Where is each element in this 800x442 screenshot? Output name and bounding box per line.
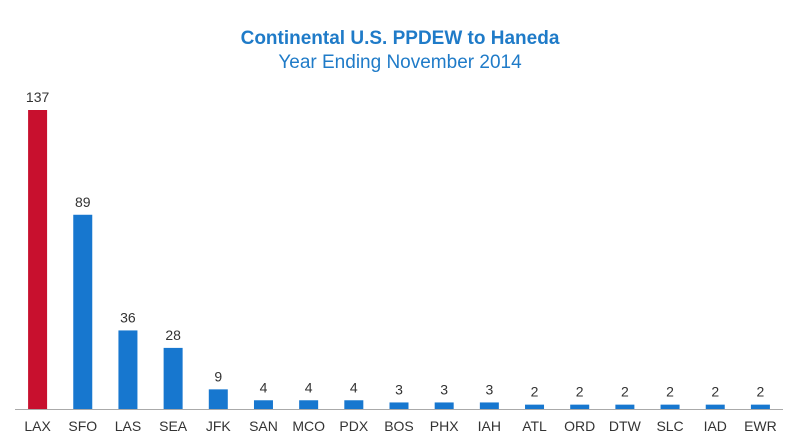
- data-label-dtw: 2: [621, 384, 629, 400]
- bar-iah: [479, 402, 499, 409]
- data-label-jfk: 9: [214, 368, 222, 384]
- data-label-ord: 2: [576, 384, 584, 400]
- bar-iad: [705, 404, 725, 409]
- tick-label-jfk: JFK: [206, 418, 232, 434]
- bar-atl: [525, 404, 545, 409]
- data-label-atl: 2: [531, 384, 539, 400]
- bar-jfk: [208, 389, 228, 409]
- bar-sea: [163, 347, 183, 409]
- tick-label-sea: SEA: [159, 418, 188, 434]
- bar-san: [253, 400, 273, 409]
- tick-label-lax: LAX: [24, 418, 51, 434]
- data-label-ewr: 2: [757, 384, 765, 400]
- data-label-slc: 2: [666, 384, 674, 400]
- tick-label-san: SAN: [249, 418, 278, 434]
- bar-dtw: [615, 404, 635, 409]
- bar-sfo: [73, 214, 93, 409]
- bar-ord: [570, 404, 590, 409]
- bar-ewr: [750, 404, 770, 409]
- tick-label-phx: PHX: [430, 418, 459, 434]
- tick-label-iah: IAH: [478, 418, 501, 434]
- bar-bos: [389, 402, 409, 409]
- tick-label-pdx: PDX: [339, 418, 368, 434]
- data-label-iah: 3: [485, 381, 493, 397]
- bar-pdx: [344, 400, 364, 409]
- bar-las: [118, 330, 138, 409]
- tick-label-dtw: DTW: [609, 418, 642, 434]
- chart-title: Continental U.S. PPDEW to Haneda: [240, 28, 560, 49]
- bar-slc: [660, 404, 680, 409]
- data-label-mco: 4: [305, 379, 313, 395]
- tick-label-atl: ATL: [522, 418, 547, 434]
- data-label-phx: 3: [440, 381, 448, 397]
- bar-phx: [434, 402, 454, 409]
- data-label-sfo: 89: [75, 194, 91, 210]
- data-label-iad: 2: [711, 384, 719, 400]
- data-label-las: 36: [120, 309, 136, 325]
- data-label-sea: 28: [165, 327, 181, 343]
- data-label-lax: 137: [26, 89, 50, 105]
- bar-lax: [28, 110, 48, 409]
- bar-mco: [299, 400, 319, 409]
- tick-label-slc: SLC: [656, 418, 683, 434]
- tick-label-mco: MCO: [292, 418, 325, 434]
- data-label-pdx: 4: [350, 379, 358, 395]
- tick-label-ord: ORD: [564, 418, 595, 434]
- data-label-bos: 3: [395, 381, 403, 397]
- tick-label-iad: IAD: [704, 418, 727, 434]
- tick-label-las: LAS: [115, 418, 141, 434]
- tick-label-bos: BOS: [384, 418, 414, 434]
- tick-label-ewr: EWR: [744, 418, 777, 434]
- chart-subtitle: Year Ending November 2014: [278, 52, 522, 73]
- tick-label-sfo: SFO: [68, 418, 97, 434]
- data-label-san: 4: [260, 379, 268, 395]
